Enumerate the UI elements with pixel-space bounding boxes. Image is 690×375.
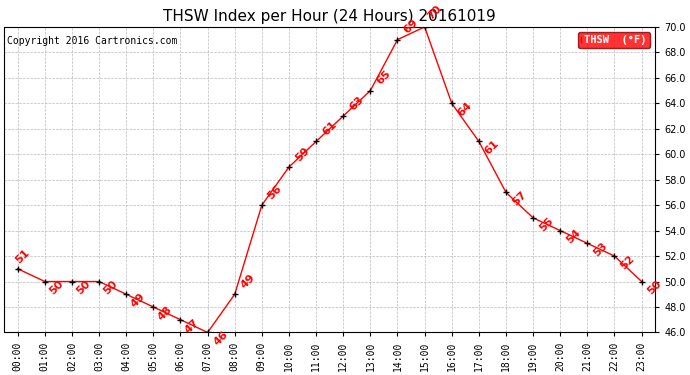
- Text: 48: 48: [156, 304, 174, 322]
- Text: 50: 50: [48, 279, 66, 297]
- Legend: THSW  (°F): THSW (°F): [578, 32, 650, 48]
- Text: 65: 65: [375, 69, 393, 87]
- Text: Copyright 2016 Cartronics.com: Copyright 2016 Cartronics.com: [8, 36, 178, 46]
- Text: 53: 53: [591, 241, 609, 259]
- Text: 56: 56: [266, 183, 284, 201]
- Text: 52: 52: [618, 254, 636, 272]
- Text: 47: 47: [184, 317, 201, 335]
- Text: 50: 50: [102, 279, 119, 297]
- Text: 55: 55: [538, 215, 555, 233]
- Text: 70: 70: [426, 4, 444, 22]
- Text: 46: 46: [212, 330, 230, 348]
- Text: 57: 57: [510, 190, 528, 208]
- Text: 61: 61: [320, 120, 338, 138]
- Text: 49: 49: [129, 291, 147, 309]
- Text: 69: 69: [402, 18, 420, 36]
- Text: 54: 54: [564, 228, 582, 246]
- Text: 49: 49: [239, 272, 257, 290]
- Text: 59: 59: [293, 145, 311, 163]
- Text: 63: 63: [347, 94, 365, 112]
- Text: 61: 61: [483, 139, 501, 157]
- Text: 50: 50: [646, 279, 664, 297]
- Text: 51: 51: [14, 247, 32, 265]
- Title: THSW Index per Hour (24 Hours) 20161019: THSW Index per Hour (24 Hours) 20161019: [164, 9, 496, 24]
- Text: 50: 50: [75, 279, 92, 297]
- Text: 64: 64: [456, 100, 474, 118]
